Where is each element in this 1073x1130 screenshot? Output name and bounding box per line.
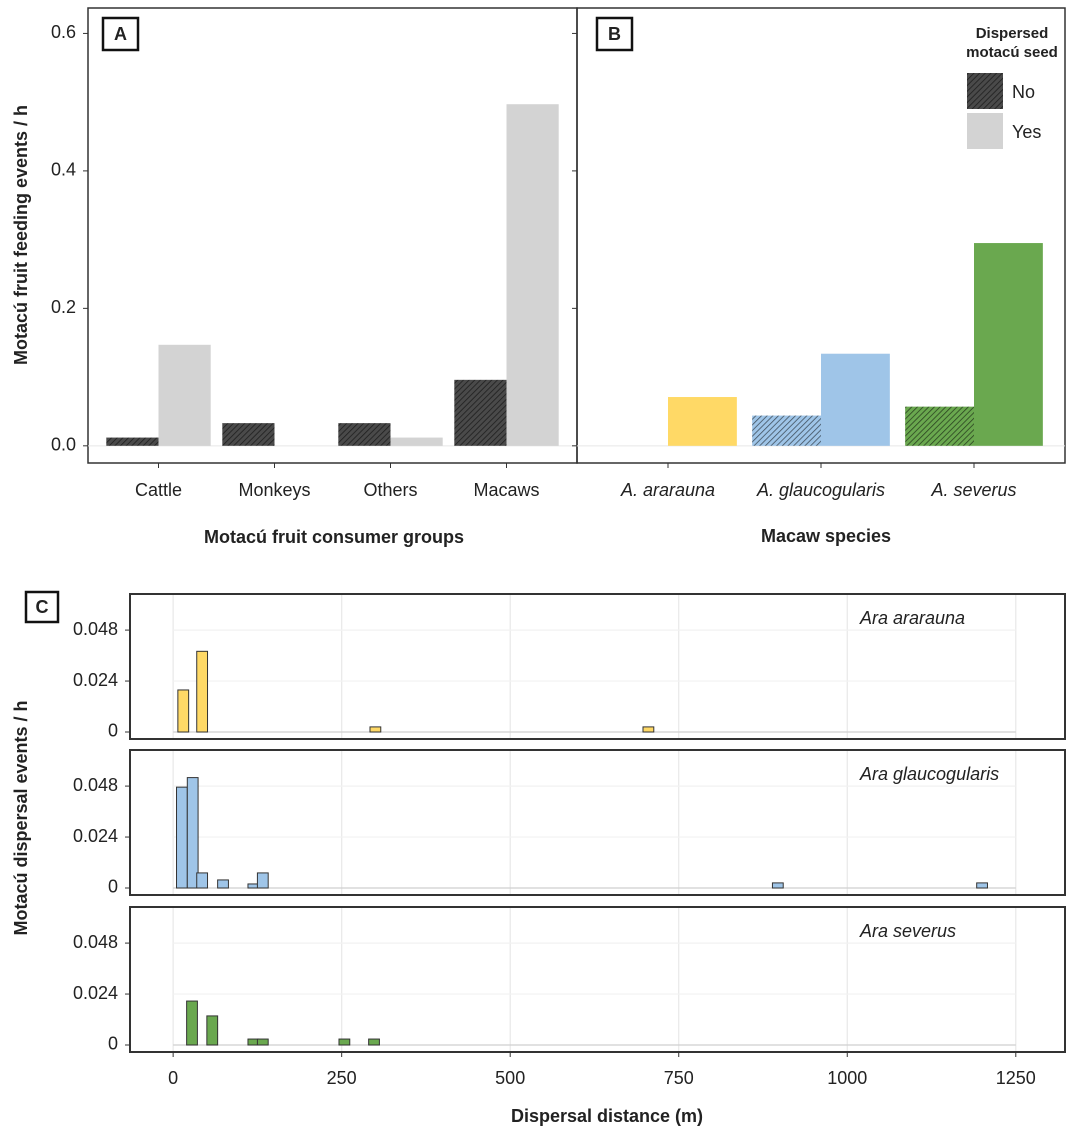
y-tick-label: 0.0 [51,435,76,455]
bar [222,423,274,446]
bar [507,104,559,446]
facet-title: Ara glaucogularis [859,764,999,784]
panel-letter: C [36,597,49,617]
y-tick-label: 0.2 [51,297,76,317]
x-tick-label: A. ararauna [620,480,715,500]
bar [338,423,390,446]
x-tick-label: 1250 [996,1068,1036,1088]
y-axis-title: Motacú dispersal events / h [11,700,31,935]
x-tick-label: 500 [495,1068,525,1088]
y-tick-label: 0.024 [73,670,118,690]
x-axis-title: Motacú fruit consumer groups [204,527,464,547]
x-tick-label: 750 [664,1068,694,1088]
bar [821,354,890,446]
bar [369,1039,380,1045]
y-tick-label: 0 [108,721,118,741]
bar [257,1039,268,1045]
bar [187,778,198,888]
bar [668,397,737,446]
y-tick-label: 0.6 [51,22,76,42]
bar [178,690,189,732]
bar [370,727,381,732]
y-tick-label: 0 [108,1034,118,1054]
bar [207,1016,218,1045]
x-tick-label: Monkeys [238,480,310,500]
legend-key [967,113,1003,149]
bar [197,651,208,732]
x-tick-label: Cattle [135,480,182,500]
y-tick-label: 0 [108,877,118,897]
y-tick-label: 0.4 [51,160,76,180]
legend-label: No [1012,82,1035,102]
panel-letter: A [114,24,127,44]
bar [187,1001,198,1045]
bar [159,345,211,446]
y-tick-label: 0.048 [73,775,118,795]
bar [391,438,443,446]
bar [905,407,974,446]
bar [752,416,821,446]
x-tick-label: Others [363,480,417,500]
x-axis-title: Macaw species [761,526,891,546]
bar [772,883,783,888]
x-tick-label: 250 [327,1068,357,1088]
bar [197,873,208,888]
legend-label: Yes [1012,122,1041,142]
legend-key [967,73,1003,109]
y-tick-label: 0.024 [73,826,118,846]
bar [218,880,229,888]
bar [454,380,506,446]
chart: A B C Motacú fruit consumer groups Macaw… [0,0,1073,1130]
y-axis-title: Motacú fruit feeding events / h [11,105,31,365]
x-tick-label: A. severus [930,480,1016,500]
x-tick-label: Macaws [473,480,539,500]
x-axis-title: Dispersal distance (m) [511,1106,703,1126]
legend-title: Dispersed motacú seed [947,24,1073,62]
bar [977,883,988,888]
y-tick-label: 0.048 [73,932,118,952]
figure: A B C Motacú fruit consumer groups Macaw… [0,0,1073,1130]
bar [974,243,1043,446]
x-tick-label: 0 [168,1068,178,1088]
y-tick-label: 0.024 [73,983,118,1003]
bar [257,873,268,888]
facet-title: Ara severus [859,921,956,941]
bar [643,727,654,732]
panel-letter: B [608,24,621,44]
y-tick-label: 0.048 [73,619,118,639]
bar [177,787,188,888]
x-tick-label: 1000 [827,1068,867,1088]
x-tick-label: A. glaucogularis [756,480,885,500]
bar [339,1039,350,1045]
bar [106,438,158,446]
facet-title: Ara ararauna [859,608,965,628]
